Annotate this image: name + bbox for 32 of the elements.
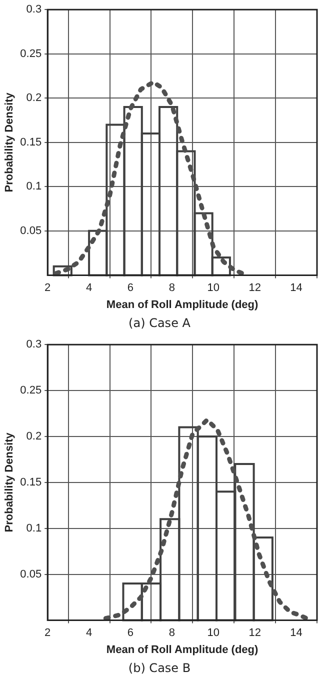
x-tick-label: 12: [248, 626, 261, 639]
y-tick-label: 0.05: [20, 224, 42, 237]
x-axis-title: Mean of Roll Amplitude (deg): [106, 299, 259, 312]
y-tick-label: 0.25: [20, 48, 42, 60]
x-tick-label: 14: [290, 282, 302, 294]
x-tick-label: 2: [44, 626, 51, 639]
x-tick-label: 8: [168, 282, 176, 294]
y-tick-label: 0.15: [20, 476, 42, 488]
y-tick-label: 0.3: [26, 4, 42, 16]
y-tick-label: 0.3: [26, 338, 42, 351]
x-tick-label: 6: [127, 282, 134, 294]
x-tick-label: 12: [248, 282, 261, 294]
x-tick-label: 6: [127, 626, 134, 639]
y-tick-label: 0.05: [20, 568, 42, 580]
text: (b) Case B: [128, 660, 191, 675]
y-tick-label: 0.1: [26, 522, 42, 534]
x-tick-label: 10: [207, 282, 220, 294]
x-tick-label: 4: [86, 626, 92, 639]
y-tick-label: 0.25: [20, 384, 42, 397]
y-tick-label: 0.2: [26, 92, 42, 104]
y-tick-label: 0.2: [26, 430, 42, 442]
y-axis-title: Probability Density: [4, 92, 16, 192]
y-tick-label: 0.15: [20, 136, 42, 148]
x-tick-label: 10: [207, 626, 220, 639]
text: (a) Case A: [128, 316, 192, 330]
x-tick-label: 14: [290, 626, 302, 639]
x-axis-title: Mean of Roll Amplitude (deg): [106, 644, 259, 656]
x-tick-label: 8: [168, 626, 176, 639]
x-tick-label: 2: [44, 282, 51, 294]
y-axis-title: Probability Density: [4, 432, 16, 532]
y-tick-label: 0.1: [26, 180, 42, 193]
x-tick-label: 4: [86, 282, 92, 294]
